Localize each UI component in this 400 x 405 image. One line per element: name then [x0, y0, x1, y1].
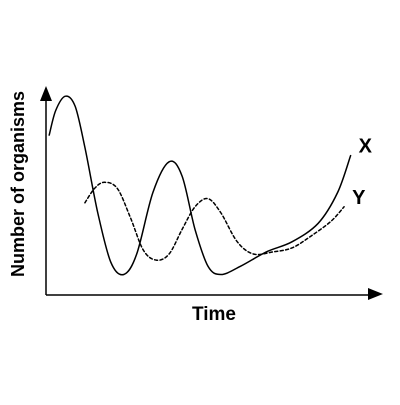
series-y-label: Y	[352, 187, 366, 209]
series-label-layer: XY	[352, 136, 373, 209]
series-layer	[48, 95, 352, 276]
x-axis-label: Time	[192, 304, 236, 325]
y-axis-arrowhead	[40, 86, 52, 101]
series-y-line	[84, 181, 345, 261]
y-axis-label: Number of organisms	[8, 91, 28, 277]
series-x-line	[48, 95, 352, 276]
y-axis	[40, 86, 52, 295]
series-x-label: X	[359, 136, 373, 158]
x-axis	[46, 288, 383, 300]
x-axis-arrowhead	[368, 288, 383, 300]
